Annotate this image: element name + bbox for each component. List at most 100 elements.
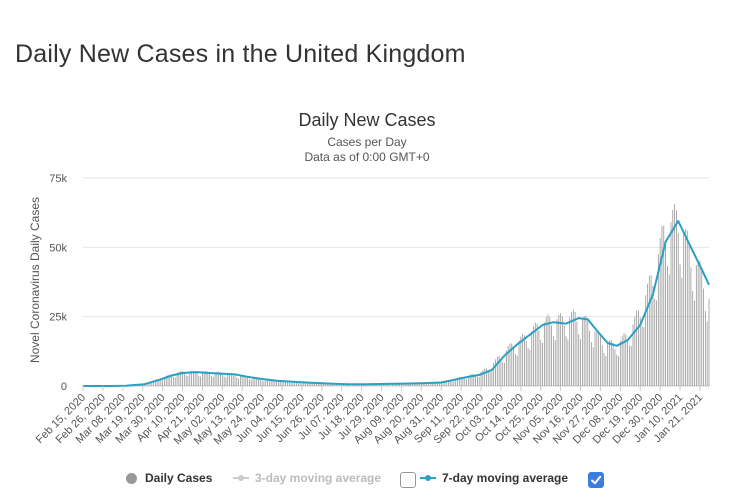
daily-case-bar bbox=[614, 349, 616, 386]
daily-case-bar bbox=[352, 384, 353, 386]
daily-case-bar bbox=[648, 275, 650, 386]
daily-case-bar bbox=[164, 376, 165, 386]
daily-case-bar bbox=[241, 374, 243, 386]
daily-case-bar bbox=[413, 383, 415, 386]
daily-case-bar bbox=[442, 381, 444, 386]
daily-case-bar bbox=[518, 340, 520, 386]
daily-case-bar bbox=[281, 380, 283, 386]
daily-case-bar bbox=[685, 228, 686, 386]
daily-case-bar bbox=[567, 339, 569, 386]
daily-case-bar bbox=[451, 381, 453, 386]
daily-case-bar bbox=[214, 372, 216, 386]
daily-case-bar bbox=[556, 319, 558, 386]
daily-case-bar bbox=[482, 370, 484, 386]
daily-case-bar bbox=[315, 383, 317, 386]
daily-case-bar bbox=[645, 295, 647, 386]
daily-case-bar bbox=[527, 347, 529, 386]
daily-case-bar bbox=[221, 374, 223, 386]
daily-case-bar bbox=[686, 230, 688, 386]
daily-case-bar bbox=[578, 334, 580, 386]
daily-case-bar bbox=[547, 314, 549, 386]
daily-case-bar bbox=[489, 371, 491, 386]
daily-case-bar bbox=[596, 330, 598, 386]
daily-case-bar bbox=[330, 383, 332, 386]
daily-case-bar bbox=[402, 384, 404, 386]
daily-case-bar bbox=[594, 331, 596, 386]
daily-case-bar bbox=[440, 383, 442, 386]
daily-case-bar bbox=[531, 331, 533, 386]
legend-3day-average[interactable]: 3-day moving average bbox=[233, 467, 381, 489]
daily-case-bar bbox=[420, 382, 422, 386]
daily-case-bar bbox=[656, 300, 657, 386]
daily-case-bar bbox=[516, 355, 518, 386]
daily-case-bar bbox=[341, 384, 343, 386]
daily-case-bar bbox=[415, 383, 417, 386]
daily-case-bar bbox=[552, 336, 554, 386]
daily-case-bar bbox=[513, 347, 515, 386]
y-tick-label: 0 bbox=[61, 381, 67, 393]
daily-case-bar bbox=[677, 233, 679, 386]
daily-case-bar bbox=[701, 269, 703, 386]
daily-cases-marker-icon bbox=[126, 472, 137, 484]
daily-case-bar bbox=[433, 382, 435, 386]
three-day-average-checkbox[interactable] bbox=[400, 472, 416, 488]
daily-case-bar bbox=[254, 376, 256, 386]
daily-case-bar bbox=[377, 384, 379, 386]
daily-case-bar bbox=[303, 382, 305, 386]
daily-case-bar bbox=[534, 322, 536, 386]
daily-case-bar bbox=[659, 237, 661, 386]
daily-case-bar bbox=[504, 362, 505, 386]
daily-case-bar bbox=[462, 377, 464, 386]
daily-case-bar bbox=[339, 384, 341, 386]
seven-day-average-checkbox[interactable] bbox=[588, 472, 604, 488]
daily-case-bar bbox=[411, 383, 413, 386]
daily-case-bar bbox=[292, 381, 294, 386]
daily-case-bar bbox=[153, 380, 154, 386]
daily-case-bar bbox=[469, 374, 471, 386]
daily-case-bar bbox=[350, 384, 352, 386]
daily-case-bar bbox=[699, 260, 701, 386]
daily-case-bar bbox=[565, 336, 567, 386]
seven-day-average-line bbox=[83, 220, 710, 387]
daily-case-bar bbox=[250, 379, 252, 386]
daily-case-bar bbox=[439, 383, 440, 386]
daily-case-bar bbox=[147, 383, 149, 386]
daily-case-bar bbox=[232, 373, 234, 386]
daily-case-bar bbox=[641, 326, 643, 386]
daily-case-bar bbox=[495, 359, 496, 386]
legend-7day-average[interactable]: 7-day moving average bbox=[420, 467, 568, 489]
daily-case-bar bbox=[238, 378, 240, 386]
daily-case-bar bbox=[670, 222, 672, 386]
daily-case-bar bbox=[668, 274, 670, 386]
daily-case-bar bbox=[511, 343, 513, 386]
daily-case-bar bbox=[706, 321, 708, 386]
daily-case-bar bbox=[259, 379, 261, 386]
checkmark-icon bbox=[591, 475, 602, 485]
daily-case-bar bbox=[632, 324, 634, 386]
daily-case-bar bbox=[426, 383, 428, 386]
daily-case-bar bbox=[391, 383, 393, 386]
daily-case-bar bbox=[216, 371, 218, 386]
daily-case-bar bbox=[554, 340, 556, 386]
daily-case-bar bbox=[211, 375, 212, 386]
daily-case-bar bbox=[174, 377, 176, 386]
daily-case-bar bbox=[388, 384, 390, 386]
daily-case-bar bbox=[247, 377, 249, 386]
daily-case-bar bbox=[252, 377, 254, 386]
daily-case-bar bbox=[449, 380, 451, 386]
daily-case-bar bbox=[209, 373, 211, 386]
daily-case-bar bbox=[692, 291, 694, 386]
daily-case-bar bbox=[592, 347, 594, 386]
daily-case-bar bbox=[268, 378, 270, 386]
chart-subtitle: Cases per Day bbox=[327, 135, 406, 149]
daily-case-bar bbox=[363, 384, 364, 386]
daily-case-bar bbox=[189, 371, 191, 386]
daily-case-bar bbox=[708, 298, 710, 386]
legend-daily-cases[interactable]: Daily Cases bbox=[126, 467, 212, 489]
daily-case-bar bbox=[239, 375, 241, 386]
daily-case-bar bbox=[429, 382, 431, 386]
daily-case-bar bbox=[223, 376, 225, 386]
daily-case-bar bbox=[574, 311, 576, 386]
chart-container: Daily New Cases Cases per Day Data as of… bbox=[0, 95, 733, 501]
